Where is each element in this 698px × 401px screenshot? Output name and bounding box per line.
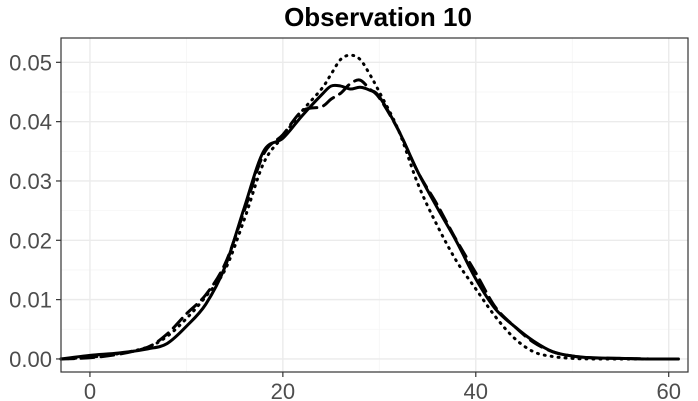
y-tick-label: 0.00: [9, 347, 52, 372]
y-tick-label: 0.01: [9, 288, 52, 313]
series-line-solid: [59, 83, 680, 361]
series-line-dotted: [59, 53, 680, 361]
series-group: [59, 53, 680, 361]
x-axis: 0 20 40 60: [84, 372, 681, 401]
y-tick-label: 0.03: [9, 169, 52, 194]
plot-panel-border: [60, 37, 689, 373]
y-axis: 0.00 0.01 0.02 0.03 0.04 0.05: [9, 50, 61, 372]
x-tick-label: 60: [656, 379, 680, 401]
x-tick-label: 0: [84, 379, 96, 401]
x-tick-label: 20: [271, 379, 295, 401]
y-tick-label: 0.05: [9, 50, 52, 75]
chart-title: Observation 10: [284, 2, 472, 32]
y-tick-label: 0.02: [9, 228, 52, 253]
y-tick-label: 0.04: [9, 110, 52, 135]
series-line-dashed: [59, 78, 680, 361]
grid: [61, 38, 688, 372]
x-tick-label: 40: [464, 379, 488, 401]
